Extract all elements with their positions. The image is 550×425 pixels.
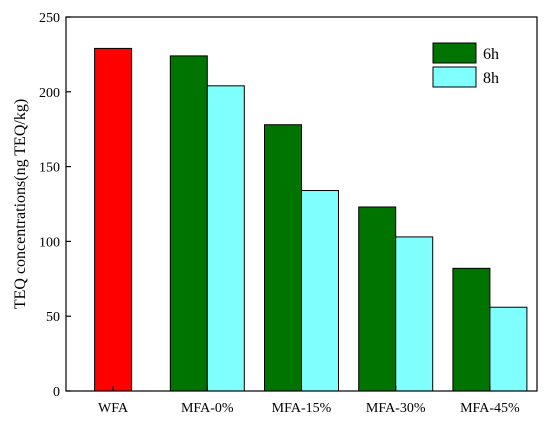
bar-8h-mfa-30pct [395,236,434,392]
y-axis-title: TEQ concentrations(ng TEQ/kg) [12,99,29,309]
bar-8h-mfa-45pct [489,306,528,392]
bar-6h-mfa-45pct [452,267,491,392]
x-tick-label: WFA [98,401,129,416]
legend-label-8h: 8h [483,70,499,87]
bars-layer [94,47,528,392]
x-tick-label: MFA-15% [272,401,332,416]
y-tick-label: 100 [39,235,60,250]
y-tick-label: 150 [39,161,60,176]
x-axis: WFA MFA-0% MFA-15% MFA-30% MFA-45% [98,386,520,416]
legend-swatch-6h [432,42,477,64]
legend-swatch-8h [432,66,477,88]
y-tick-label: 0 [53,385,60,400]
x-tick-label: MFA-45% [460,401,520,416]
bar-wfa [94,47,133,392]
legend-label-6h: 6h [483,46,499,63]
y-axis: 0 50 100 150 200 250 [39,11,71,400]
bar-6h-mfa-30pct [358,206,397,392]
bar-6h-mfa-0pct [169,55,208,392]
bar-8h-mfa-15pct [301,190,339,392]
bar-8h-mfa-0pct [206,85,245,392]
y-tick-label: 200 [39,86,60,101]
x-tick-label: MFA-30% [366,401,426,416]
y-tick-label: 50 [46,310,60,325]
bar-6h-mfa-15pct [264,124,302,392]
y-tick-label: 250 [39,11,60,26]
x-tick-label: MFA-0% [181,401,234,416]
